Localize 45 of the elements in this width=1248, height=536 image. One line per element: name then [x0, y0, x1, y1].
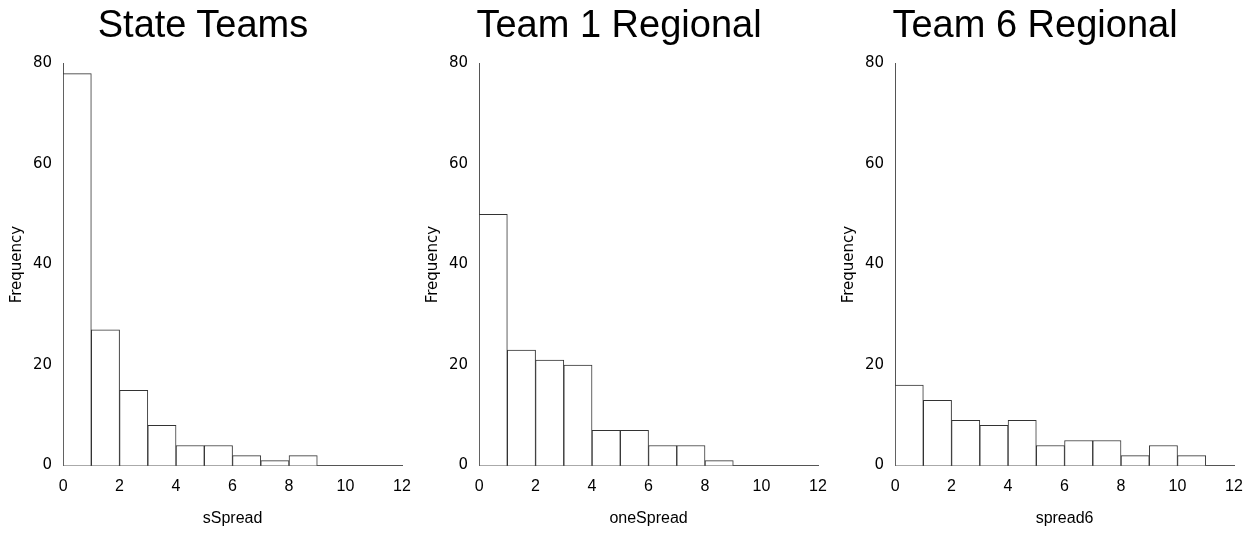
y-axis-title: Frequency: [6, 225, 25, 304]
x-tick-label: 6: [644, 476, 654, 494]
x-tick-label: 2: [531, 476, 541, 494]
y-tick-label: 40: [864, 254, 885, 273]
x-tick-label: 2: [947, 476, 957, 494]
y-tick-label: 80: [864, 53, 885, 72]
x-tick-label: 4: [171, 476, 181, 494]
x-tick-label: 8: [1116, 476, 1126, 494]
x-tick-label: 8: [700, 476, 710, 494]
x-tick-label: 4: [587, 476, 597, 494]
x-axis-title: spread6: [1035, 508, 1094, 526]
x-axis-title: sSpread: [202, 508, 263, 526]
x-tick-label: 10: [336, 476, 355, 494]
x-tick-label: 12: [1225, 476, 1243, 494]
x-tick-label: 12: [809, 476, 827, 494]
x-tick-label: 2: [115, 476, 125, 494]
y-axis-title: Frequency: [422, 225, 441, 304]
y-tick-label: 0: [874, 455, 885, 474]
y-tick-label: 0: [458, 455, 469, 474]
y-tick-label: 80: [448, 53, 469, 72]
y-tick-label: 80: [32, 53, 53, 72]
x-tick-label: 0: [474, 476, 484, 494]
x-tick-label: 10: [1168, 476, 1187, 494]
y-tick-label: 20: [448, 354, 469, 373]
y-axis-title: Frequency: [838, 225, 857, 304]
chart-title: Team 1 Regional: [476, 3, 762, 46]
y-tick-label: 0: [42, 455, 53, 474]
x-axis-title: oneSpread: [609, 508, 688, 526]
y-tick-label: 60: [864, 153, 885, 172]
x-tick-label: 8: [284, 476, 294, 494]
x-tick-label: 4: [1003, 476, 1013, 494]
y-tick-label: 60: [32, 153, 53, 172]
chart-title: State Teams: [97, 3, 309, 46]
x-tick-label: 10: [752, 476, 771, 494]
y-tick-label: 20: [864, 354, 885, 373]
x-tick-label: 6: [228, 476, 238, 494]
x-tick-label: 0: [890, 476, 900, 494]
y-tick-label: 20: [32, 354, 53, 373]
x-tick-label: 6: [1060, 476, 1070, 494]
y-tick-label: 60: [448, 153, 469, 172]
x-tick-label: 12: [393, 476, 411, 494]
chart-title: Team 6 Regional: [892, 3, 1178, 46]
y-tick-label: 40: [32, 254, 53, 273]
x-tick-label: 0: [58, 476, 68, 494]
y-tick-label: 40: [448, 254, 469, 273]
